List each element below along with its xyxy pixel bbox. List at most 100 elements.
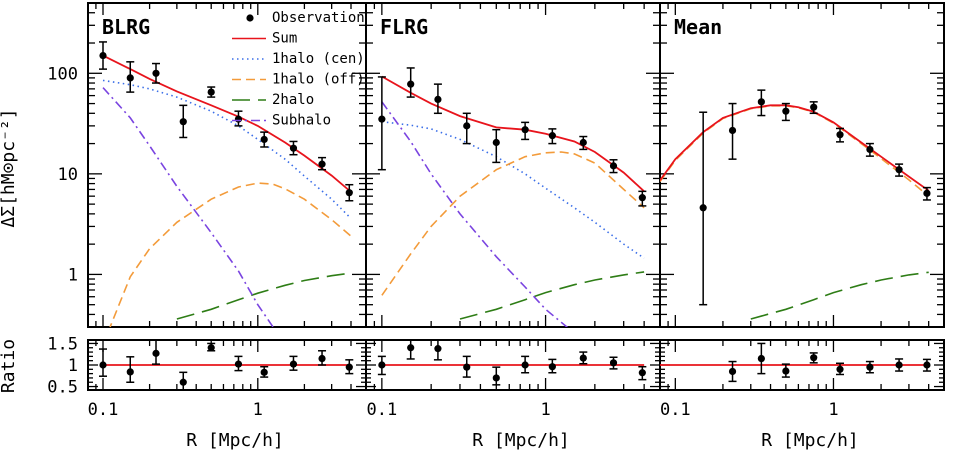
ratio-point (728, 367, 737, 376)
legend-item-subhalo: Subhalo (232, 113, 331, 129)
legend-label: Observation (272, 10, 365, 26)
model-line-2halo (459, 271, 645, 320)
obs-point (548, 132, 556, 140)
obs-point (810, 103, 818, 111)
x-tick-label: 0.1 (88, 400, 119, 420)
y-tick-label: 10 (58, 165, 78, 185)
ratio-points-blrg (99, 340, 354, 390)
obs-point (434, 95, 442, 104)
obs-point (289, 144, 298, 152)
ratio-point (318, 354, 326, 363)
x-tick-label: 0.1 (367, 400, 398, 420)
ratio-point (923, 361, 931, 369)
legend-label: 1halo (off) (272, 72, 365, 88)
obs-point (234, 115, 243, 123)
legend-item-sum: Sum (232, 31, 297, 47)
ratio-point (810, 354, 818, 362)
obs-point (757, 98, 765, 106)
ratio-point (289, 360, 298, 368)
obs-point (923, 189, 931, 197)
model-line-1halo-cen- (102, 79, 352, 220)
ratio-point (609, 359, 618, 367)
panel-title-blrg: BLRG (102, 15, 150, 39)
obs-point (728, 126, 737, 135)
obs-point (179, 118, 187, 126)
x-axis-label: R [Mpc/h] (761, 430, 859, 451)
models-flrg (381, 75, 645, 327)
legend-item-1halo-off-: 1halo (off) (232, 72, 365, 88)
ratio-point (260, 368, 268, 376)
ratio-point (407, 344, 415, 352)
obs-point (378, 115, 386, 123)
model-line-1halo-cen- (381, 120, 645, 259)
model-line-subhalo (102, 87, 274, 327)
obs-point (609, 162, 618, 170)
ratio-point (207, 344, 215, 352)
ratio-point (345, 363, 353, 371)
model-line-1halo-off- (109, 182, 352, 327)
obs-point (895, 166, 903, 174)
ratio-point (757, 354, 765, 363)
obs-point (152, 69, 160, 77)
ratio-point (548, 363, 556, 371)
panel-frame-mean (659, 2, 945, 328)
model-line-subhalo (381, 101, 569, 327)
obs-point (126, 74, 134, 82)
model-line-1halo-off- (660, 105, 930, 197)
ratio-tick-label: 1.5 (47, 334, 78, 354)
obs-point (318, 160, 326, 168)
obs-point (345, 189, 353, 197)
model-line-2halo (750, 271, 929, 320)
legend-label: Sum (272, 31, 297, 47)
model-line-2halo (176, 272, 352, 320)
ratio-points-mean (728, 342, 931, 383)
obs-point (407, 80, 415, 88)
ratio-axis-label: Ratio (0, 339, 19, 393)
obs-point (638, 194, 646, 202)
obs-point (866, 145, 874, 154)
obs-point (260, 135, 268, 144)
obs-point (207, 88, 215, 96)
ratio-point (492, 374, 500, 382)
obs-point (463, 122, 471, 130)
legend-item-observation: Observation (246, 10, 365, 26)
y-tick-label: 100 (47, 64, 78, 84)
models-mean (660, 104, 930, 320)
obs-point (782, 107, 790, 115)
obs-point (521, 126, 529, 134)
ratio-point (152, 349, 160, 357)
obs-point (99, 51, 107, 60)
legend-item-1halo-cen-: 1halo (cen) (232, 51, 365, 67)
panel-title-mean: Mean (674, 15, 722, 39)
y-tick-label: 1 (68, 265, 78, 285)
ratio-point (463, 363, 471, 371)
x-tick-label: 1 (253, 400, 263, 420)
panel-title-flrg: FLRG (380, 15, 428, 39)
x-tick-label: 1 (540, 400, 550, 420)
ratio-tick-label: 1 (68, 356, 78, 376)
ratio-point (99, 361, 107, 369)
model-line-sum (381, 75, 645, 192)
ratio-point (638, 369, 646, 377)
legend-label: Subhalo (272, 113, 331, 129)
obs-point (699, 204, 707, 212)
model-line-1halo-off- (381, 151, 645, 296)
legend-label: 2halo (272, 92, 314, 108)
x-axis-label: R [Mpc/h] (186, 430, 284, 451)
ratio-point (234, 360, 243, 368)
legend-swatch-point (246, 14, 254, 22)
legend-label: 1halo (cen) (272, 51, 365, 67)
ratio-tick-label: 0.5 (47, 378, 78, 398)
obs-point (579, 138, 587, 147)
obs-point (836, 131, 844, 139)
y-axis-label: ΔΣ[hM⊙pc⁻²] (0, 108, 19, 227)
ratio-point (782, 367, 790, 375)
model-line-sum (660, 104, 930, 192)
ratio-point (434, 345, 442, 353)
ratio-points-flrg (377, 340, 647, 386)
ratio-point (378, 361, 386, 369)
x-tick-label: 0.1 (660, 400, 691, 420)
obs-point (492, 138, 500, 147)
x-axis-label: R [Mpc/h] (472, 430, 570, 451)
